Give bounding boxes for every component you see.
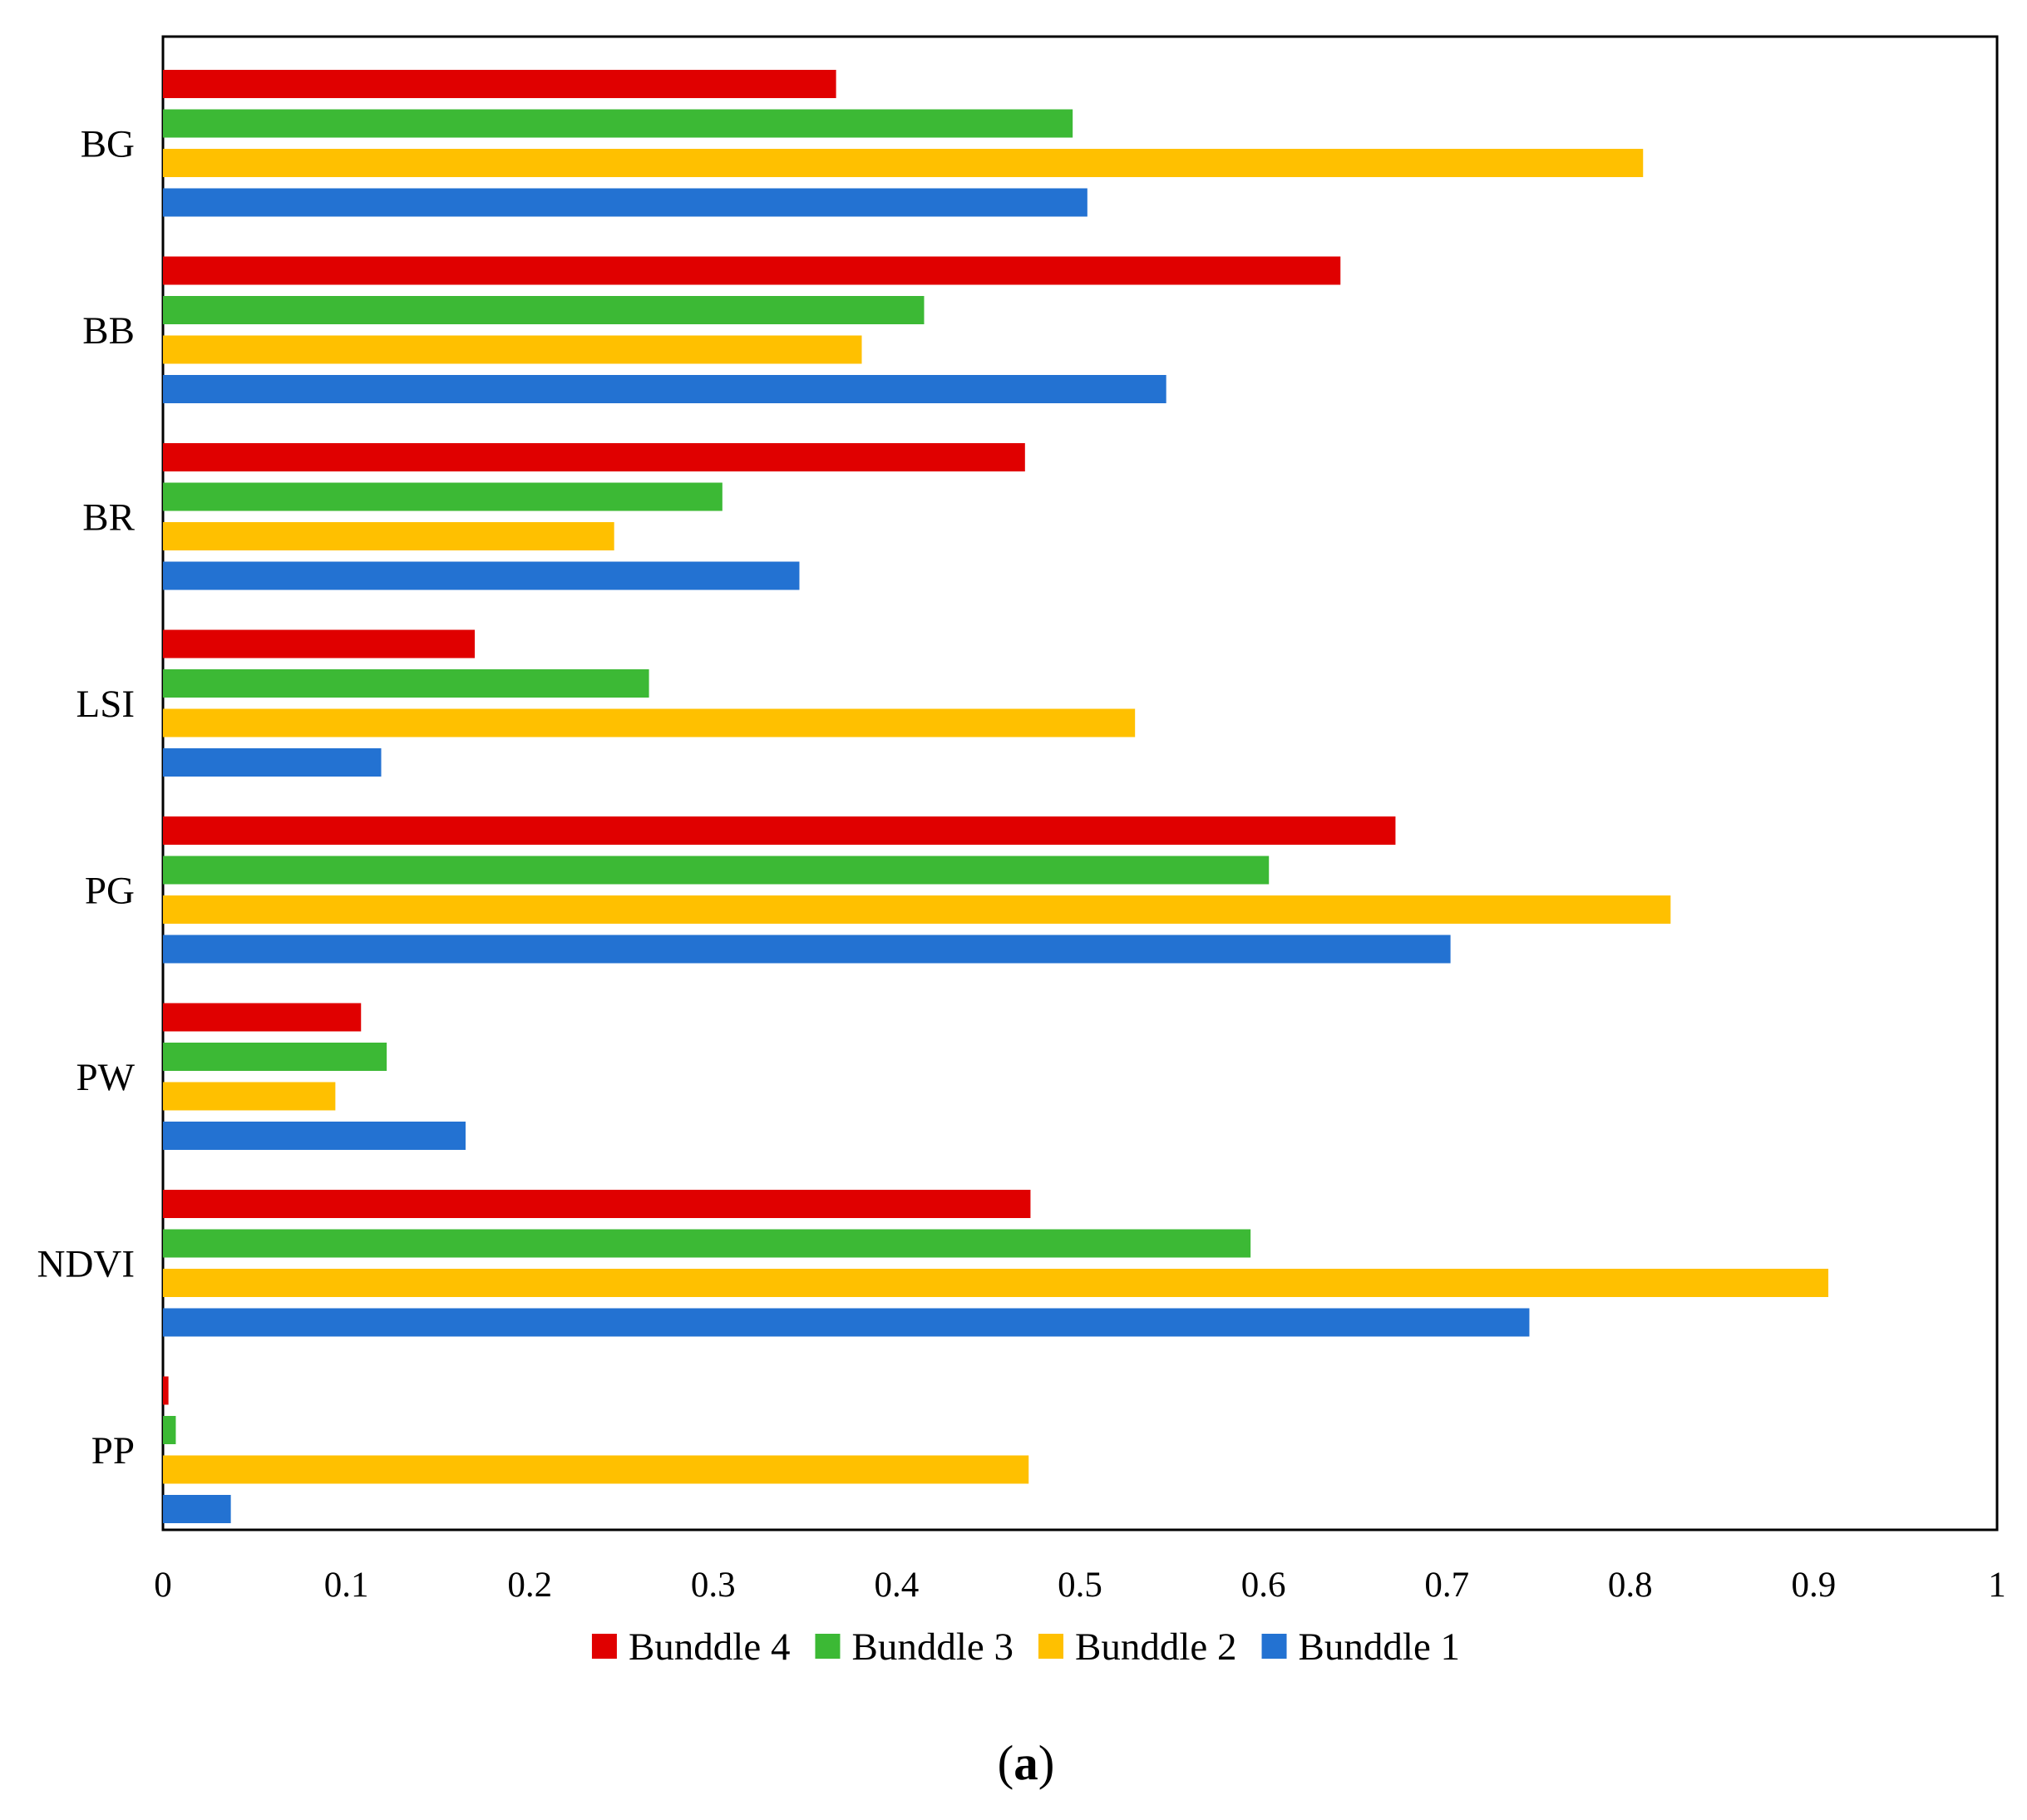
x-tick-label: 0.4: [875, 1566, 920, 1605]
bar-br-bunddle-4: [163, 443, 1025, 471]
legend-label: Bunddle 1: [1299, 1625, 1461, 1669]
bar-pp-bunddle-1: [163, 1495, 231, 1523]
x-tick-label: 1: [1988, 1566, 2006, 1605]
legend-item-bunddle-1: Bunddle 1: [1261, 1625, 1461, 1669]
caption-letter: a: [1014, 1735, 1038, 1790]
category-label-lsi: LSI: [76, 683, 136, 726]
legend-swatch: [1261, 1634, 1287, 1659]
legend-label: Bunddle 4: [629, 1625, 791, 1669]
legend-item-bunddle-2: Bunddle 2: [1038, 1625, 1237, 1669]
bar-pw-bunddle-3: [163, 1043, 387, 1071]
bar-bb-bunddle-2: [163, 335, 862, 364]
x-tick-label: 0.1: [324, 1566, 369, 1605]
bar-lsi-bunddle-1: [163, 748, 382, 777]
x-tick-label: 0.7: [1424, 1566, 1469, 1605]
bar-bg-bunddle-1: [163, 188, 1087, 217]
category-label-pg: PG: [85, 869, 135, 912]
bar-pw-bunddle-2: [163, 1082, 336, 1111]
x-tick-label: 0.2: [507, 1566, 552, 1605]
bar-ndvi-bunddle-1: [163, 1308, 1530, 1337]
bar-br-bunddle-3: [163, 482, 723, 511]
category-label-bg: BG: [81, 122, 135, 165]
bar-pp-bunddle-4: [163, 1376, 169, 1405]
figure-caption: (a): [998, 1735, 1055, 1790]
plot-frame: [161, 35, 1999, 1531]
bar-bg-bunddle-4: [163, 70, 836, 98]
x-axis-ticks: 0 0.1 0.2 0.3 0.4 0.5 0.6 0.7 0.8 0.9 1: [154, 1566, 2006, 1605]
bar-ndvi-bunddle-3: [163, 1229, 1251, 1258]
x-tick-label: 0.8: [1608, 1566, 1653, 1605]
category-label-pw: PW: [76, 1056, 136, 1099]
bar-pw-bunddle-1: [163, 1122, 466, 1150]
bar-pp-bunddle-3: [163, 1416, 176, 1444]
x-tick-label: 0.9: [1792, 1566, 1837, 1605]
bar-bb-bunddle-4: [163, 256, 1341, 285]
bar-pp-bunddle-2: [163, 1455, 1029, 1484]
bar-lsi-bunddle-2: [163, 708, 1136, 737]
legend-item-bunddle-4: Bunddle 4: [591, 1625, 791, 1669]
category-label-pp: PP: [91, 1429, 135, 1472]
bar-lsi-bunddle-3: [163, 669, 649, 698]
legend: Bunddle 4 Bunddle 3 Bunddle 2 Bunddle 1: [591, 1625, 1461, 1669]
x-tick-label: 0.5: [1058, 1566, 1102, 1605]
bar-bb-bunddle-1: [163, 375, 1166, 403]
category-label-br: BR: [82, 496, 135, 539]
bars-layer: [163, 70, 1829, 1523]
legend-swatch: [591, 1634, 617, 1659]
category-label-ndvi: NDVI: [37, 1242, 135, 1285]
category-labels: BG BB BR LSI PG PW NDVI PP: [37, 122, 136, 1472]
bar-pg-bunddle-4: [163, 816, 1396, 845]
legend-item-bunddle-3: Bunddle 3: [815, 1625, 1014, 1669]
bar-br-bunddle-1: [163, 561, 800, 590]
bar-bg-bunddle-2: [163, 149, 1644, 177]
bar-pw-bunddle-4: [163, 1003, 362, 1032]
bar-br-bunddle-2: [163, 522, 614, 550]
legend-label: Bunddle 3: [851, 1625, 1014, 1669]
bar-pg-bunddle-2: [163, 895, 1671, 924]
bar-pg-bunddle-3: [163, 856, 1270, 885]
category-label-bb: BB: [82, 309, 135, 353]
legend-swatch: [1038, 1634, 1063, 1659]
bar-ndvi-bunddle-4: [163, 1190, 1031, 1218]
bar-bb-bunddle-3: [163, 296, 925, 324]
bar-pg-bunddle-1: [163, 935, 1451, 964]
x-tick-label: 0.6: [1241, 1566, 1286, 1605]
bar-bg-bunddle-3: [163, 109, 1073, 138]
legend-swatch: [815, 1634, 841, 1659]
bar-ndvi-bunddle-2: [163, 1269, 1829, 1297]
x-tick-label: 0: [154, 1566, 172, 1605]
bar-lsi-bunddle-4: [163, 629, 476, 658]
x-tick-label: 0.3: [691, 1566, 736, 1605]
legend-label: Bunddle 2: [1075, 1625, 1237, 1669]
